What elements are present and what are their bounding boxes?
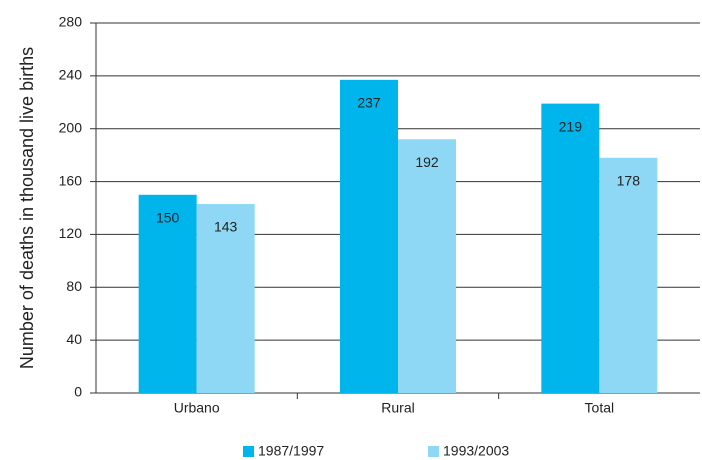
legend-swatch (428, 446, 439, 457)
bar (340, 79, 398, 394)
value-label: 143 (214, 219, 238, 235)
legend-label: 1993/2003 (443, 443, 509, 459)
legend-swatch (243, 446, 254, 457)
bar (541, 103, 600, 393)
legend-label: 1987/1997 (258, 443, 324, 459)
y-tick-label: 40 (66, 331, 82, 347)
y-tick-label: 200 (59, 119, 83, 135)
y-tick-label: 160 (59, 172, 83, 188)
x-tick-label: Urbano (174, 400, 220, 416)
value-label: 237 (357, 95, 381, 111)
y-tick-label: 240 (59, 67, 83, 83)
bar (398, 139, 456, 393)
value-label: 150 (156, 209, 180, 225)
value-label: 192 (415, 154, 439, 170)
y-tick-label: 120 (59, 225, 83, 241)
x-tick-label: Rural (381, 400, 414, 416)
value-label: 219 (559, 118, 583, 134)
y-tick-label: 280 (59, 14, 83, 30)
x-tick-label: Total (585, 400, 615, 416)
y-tick-label: 80 (66, 278, 82, 294)
y-axis-label: Number of deaths in thousand live births (17, 47, 37, 369)
y-tick-label: 0 (74, 384, 82, 400)
bar (138, 194, 197, 393)
value-label: 178 (617, 172, 641, 188)
bar (599, 157, 658, 393)
bar (196, 204, 255, 393)
